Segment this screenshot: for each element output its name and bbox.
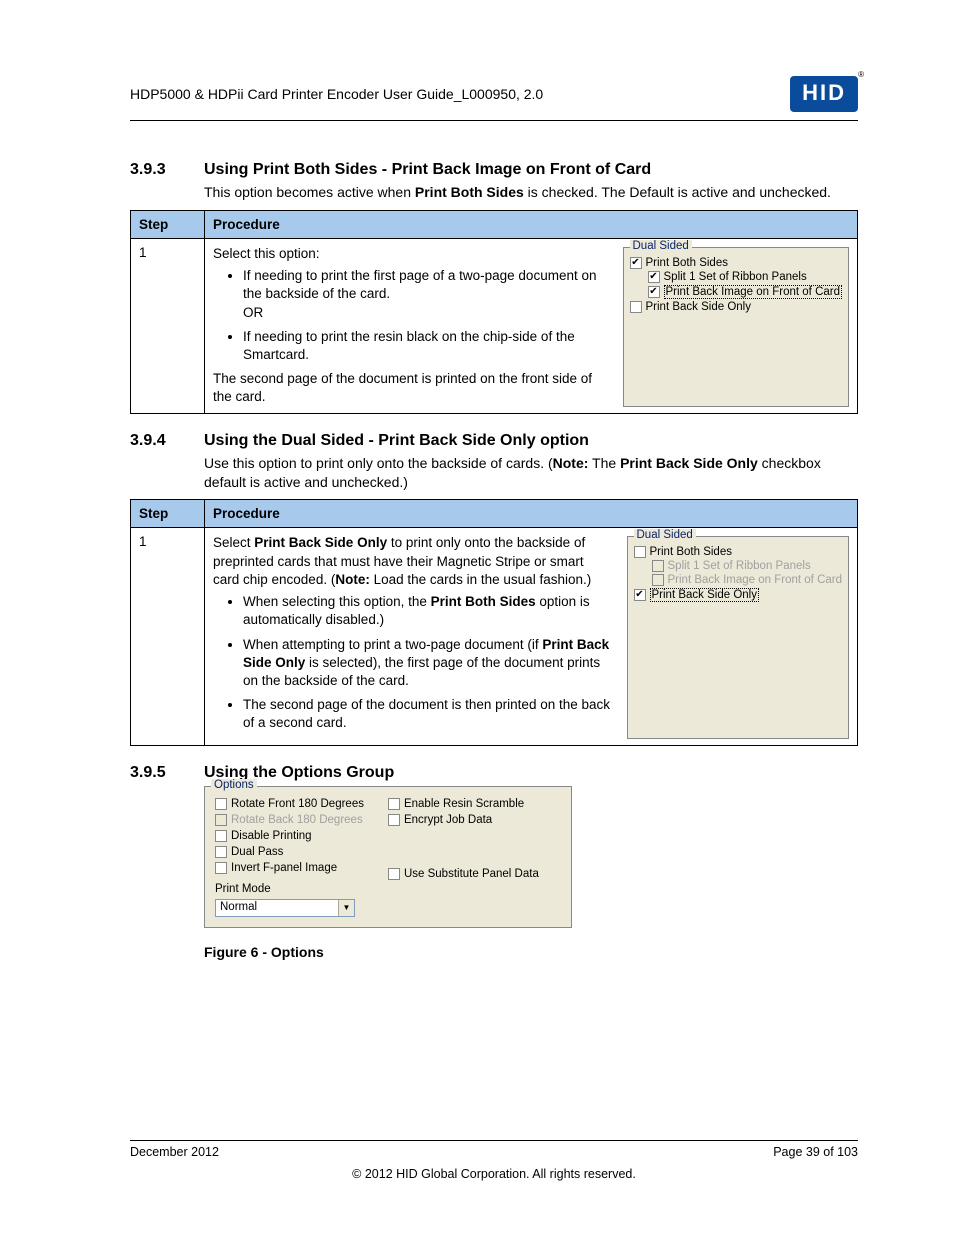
- combo-value: Normal: [216, 900, 338, 916]
- checkbox-back-on-front[interactable]: ✔: [648, 286, 660, 298]
- table-394: Step Procedure 1 Select Print Back Side …: [130, 499, 858, 745]
- th-step: Step: [131, 500, 205, 528]
- td-step: 1: [131, 238, 205, 413]
- figure-caption: Figure 6 - Options: [204, 944, 858, 960]
- panel-legend: Dual Sided: [634, 529, 696, 541]
- page-footer: December 2012 Page 39 of 103 © 2012 HID …: [130, 1140, 858, 1181]
- checkbox-back-only[interactable]: [630, 301, 642, 313]
- footer-page: Page 39 of 103: [773, 1145, 858, 1159]
- section-394-intro: Use this option to print only onto the b…: [204, 454, 858, 492]
- section-394-head: 3.9.4 Using the Dual Sided - Print Back …: [130, 432, 858, 450]
- checkbox-split-ribbon: [652, 560, 664, 572]
- checkbox-encrypt-job[interactable]: [388, 814, 400, 826]
- checkbox-print-both-sides[interactable]: [634, 546, 646, 558]
- doc-title: HDP5000 & HDPii Card Printer Encoder Use…: [130, 86, 543, 102]
- checkbox-resin-scramble[interactable]: [388, 798, 400, 810]
- section-title: Using the Dual Sided - Print Back Side O…: [204, 432, 589, 450]
- checkbox-back-on-front: [652, 574, 664, 586]
- chevron-down-icon[interactable]: ▼: [338, 900, 354, 916]
- checkbox-back-only[interactable]: ✔: [634, 589, 646, 601]
- footer-copyright: © 2012 HID Global Corporation. All right…: [130, 1167, 858, 1181]
- section-number: 3.9.3: [130, 161, 204, 179]
- hid-logo: HID: [790, 76, 858, 112]
- dual-sided-panel-1: Dual Sided ✔Print Both Sides ✔Split 1 Se…: [623, 247, 850, 407]
- th-proc: Procedure: [205, 210, 858, 238]
- checkbox-print-both-sides[interactable]: ✔: [630, 257, 642, 269]
- td-proc: Select this option: If needing to print …: [205, 238, 858, 413]
- checkbox-rotate-back: [215, 814, 227, 826]
- page-header: HDP5000 & HDPii Card Printer Encoder Use…: [130, 76, 858, 121]
- section-number: 3.9.5: [130, 764, 204, 782]
- checkbox-split-ribbon[interactable]: ✔: [648, 271, 660, 283]
- td-proc: Select Print Back Side Only to print onl…: [205, 528, 858, 745]
- table-393: Step Procedure 1 Select this option: If …: [130, 210, 858, 414]
- dual-sided-panel-2: Dual Sided Print Both Sides Split 1 Set …: [627, 536, 850, 738]
- checkbox-dual-pass[interactable]: [215, 846, 227, 858]
- footer-date: December 2012: [130, 1145, 219, 1159]
- checkbox-invert-fpanel[interactable]: [215, 862, 227, 874]
- checkbox-substitute-panel[interactable]: [388, 868, 400, 880]
- section-393-head: 3.9.3 Using Print Both Sides - Print Bac…: [130, 161, 858, 179]
- th-step: Step: [131, 210, 205, 238]
- options-legend: Options: [211, 779, 257, 791]
- print-mode-label: Print Mode: [215, 883, 364, 895]
- td-step: 1: [131, 528, 205, 745]
- options-panel: Options Rotate Front 180 Degrees Rotate …: [204, 786, 572, 928]
- panel-legend: Dual Sided: [630, 240, 692, 252]
- checkbox-disable-printing[interactable]: [215, 830, 227, 842]
- section-number: 3.9.4: [130, 432, 204, 450]
- th-proc: Procedure: [205, 500, 858, 528]
- section-title: Using Print Both Sides - Print Back Imag…: [204, 161, 651, 179]
- print-mode-combo[interactable]: Normal ▼: [215, 899, 355, 917]
- section-393-intro: This option becomes active when Print Bo…: [204, 183, 858, 202]
- checkbox-rotate-front[interactable]: [215, 798, 227, 810]
